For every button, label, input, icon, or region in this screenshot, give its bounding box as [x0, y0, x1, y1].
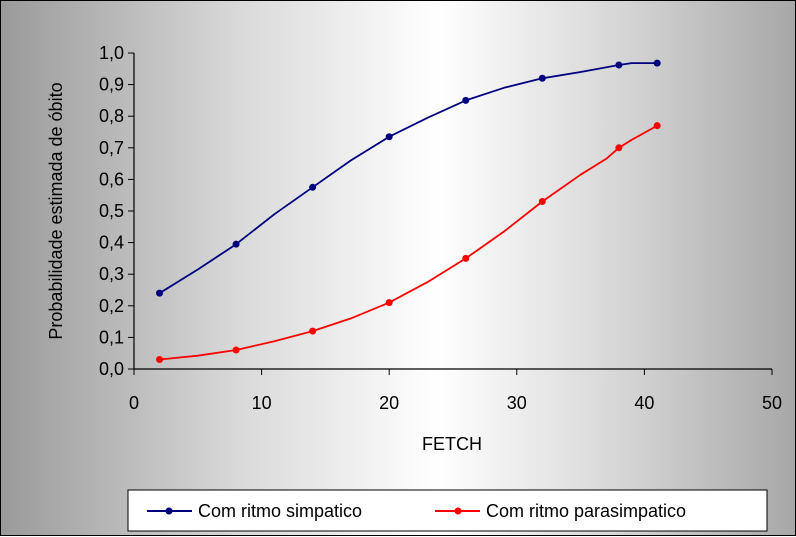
data-point-parasimpatico [653, 122, 661, 130]
legend-marker-simpatico [165, 507, 173, 515]
legend-label-simpatico: Com ritmo simpatico [198, 501, 362, 521]
data-point-parasimpatico [615, 144, 623, 152]
y-axis-title: Probabilidade estimada de óbito [46, 82, 66, 339]
data-point-simpatico [309, 183, 317, 191]
y-tick-label: 0,4 [99, 233, 124, 253]
x-tick-label: 50 [762, 393, 782, 413]
data-point-parasimpatico [309, 327, 317, 335]
y-tick-label: 0,5 [99, 201, 124, 221]
y-tick-label: 0,3 [99, 264, 124, 284]
data-point-simpatico [385, 133, 393, 141]
y-tick-label: 0,0 [99, 359, 124, 379]
data-point-parasimpatico [385, 299, 393, 307]
legend-item-parasimpatico: Com ritmo parasimpatico [435, 501, 686, 521]
legend: Com ritmo simpatico Com ritmo parasimpat… [127, 489, 768, 532]
data-point-parasimpatico [538, 198, 546, 206]
legend-marker-parasimpatico [454, 507, 462, 515]
y-tick-label: 0,2 [99, 296, 124, 316]
data-point-simpatico [462, 96, 470, 104]
data-point-simpatico [156, 289, 164, 297]
data-point-parasimpatico [232, 346, 240, 354]
x-tick-label: 20 [379, 393, 399, 413]
legend-item-simpatico: Com ritmo simpatico [147, 501, 362, 521]
y-tick-label: 0,7 [99, 138, 124, 158]
series-line-parasimpatico [159, 124, 658, 361]
x-axis-title: FETCH [422, 434, 482, 454]
x-tick-label: 30 [507, 393, 527, 413]
y-tick-label: 0,1 [99, 327, 124, 347]
legend-label-parasimpatico: Com ritmo parasimpatico [486, 501, 686, 521]
data-point-simpatico [615, 61, 623, 69]
x-tick-label: 10 [252, 393, 272, 413]
plot-area [156, 59, 661, 364]
y-tick-label: 1,0 [99, 43, 124, 63]
data-point-simpatico [653, 59, 661, 67]
tick-labels: 0,0 0,1 0,2 0,3 0,4 0,5 0,6 0,7 0,8 0,9 1,0 0 10 20 30… [99, 43, 782, 413]
data-point-simpatico [232, 240, 240, 248]
data-point-parasimpatico [156, 356, 164, 364]
x-tick-label: 0 [129, 393, 139, 413]
y-tick-label: 0,6 [99, 169, 124, 189]
y-tick-label: 0,8 [99, 106, 124, 126]
axes [128, 52, 773, 375]
x-tick-label: 40 [634, 393, 654, 413]
series-line-simpatico [159, 62, 658, 294]
data-point-simpatico [538, 74, 546, 82]
data-point-parasimpatico [462, 254, 470, 262]
y-tick-label: 0,9 [99, 75, 124, 95]
